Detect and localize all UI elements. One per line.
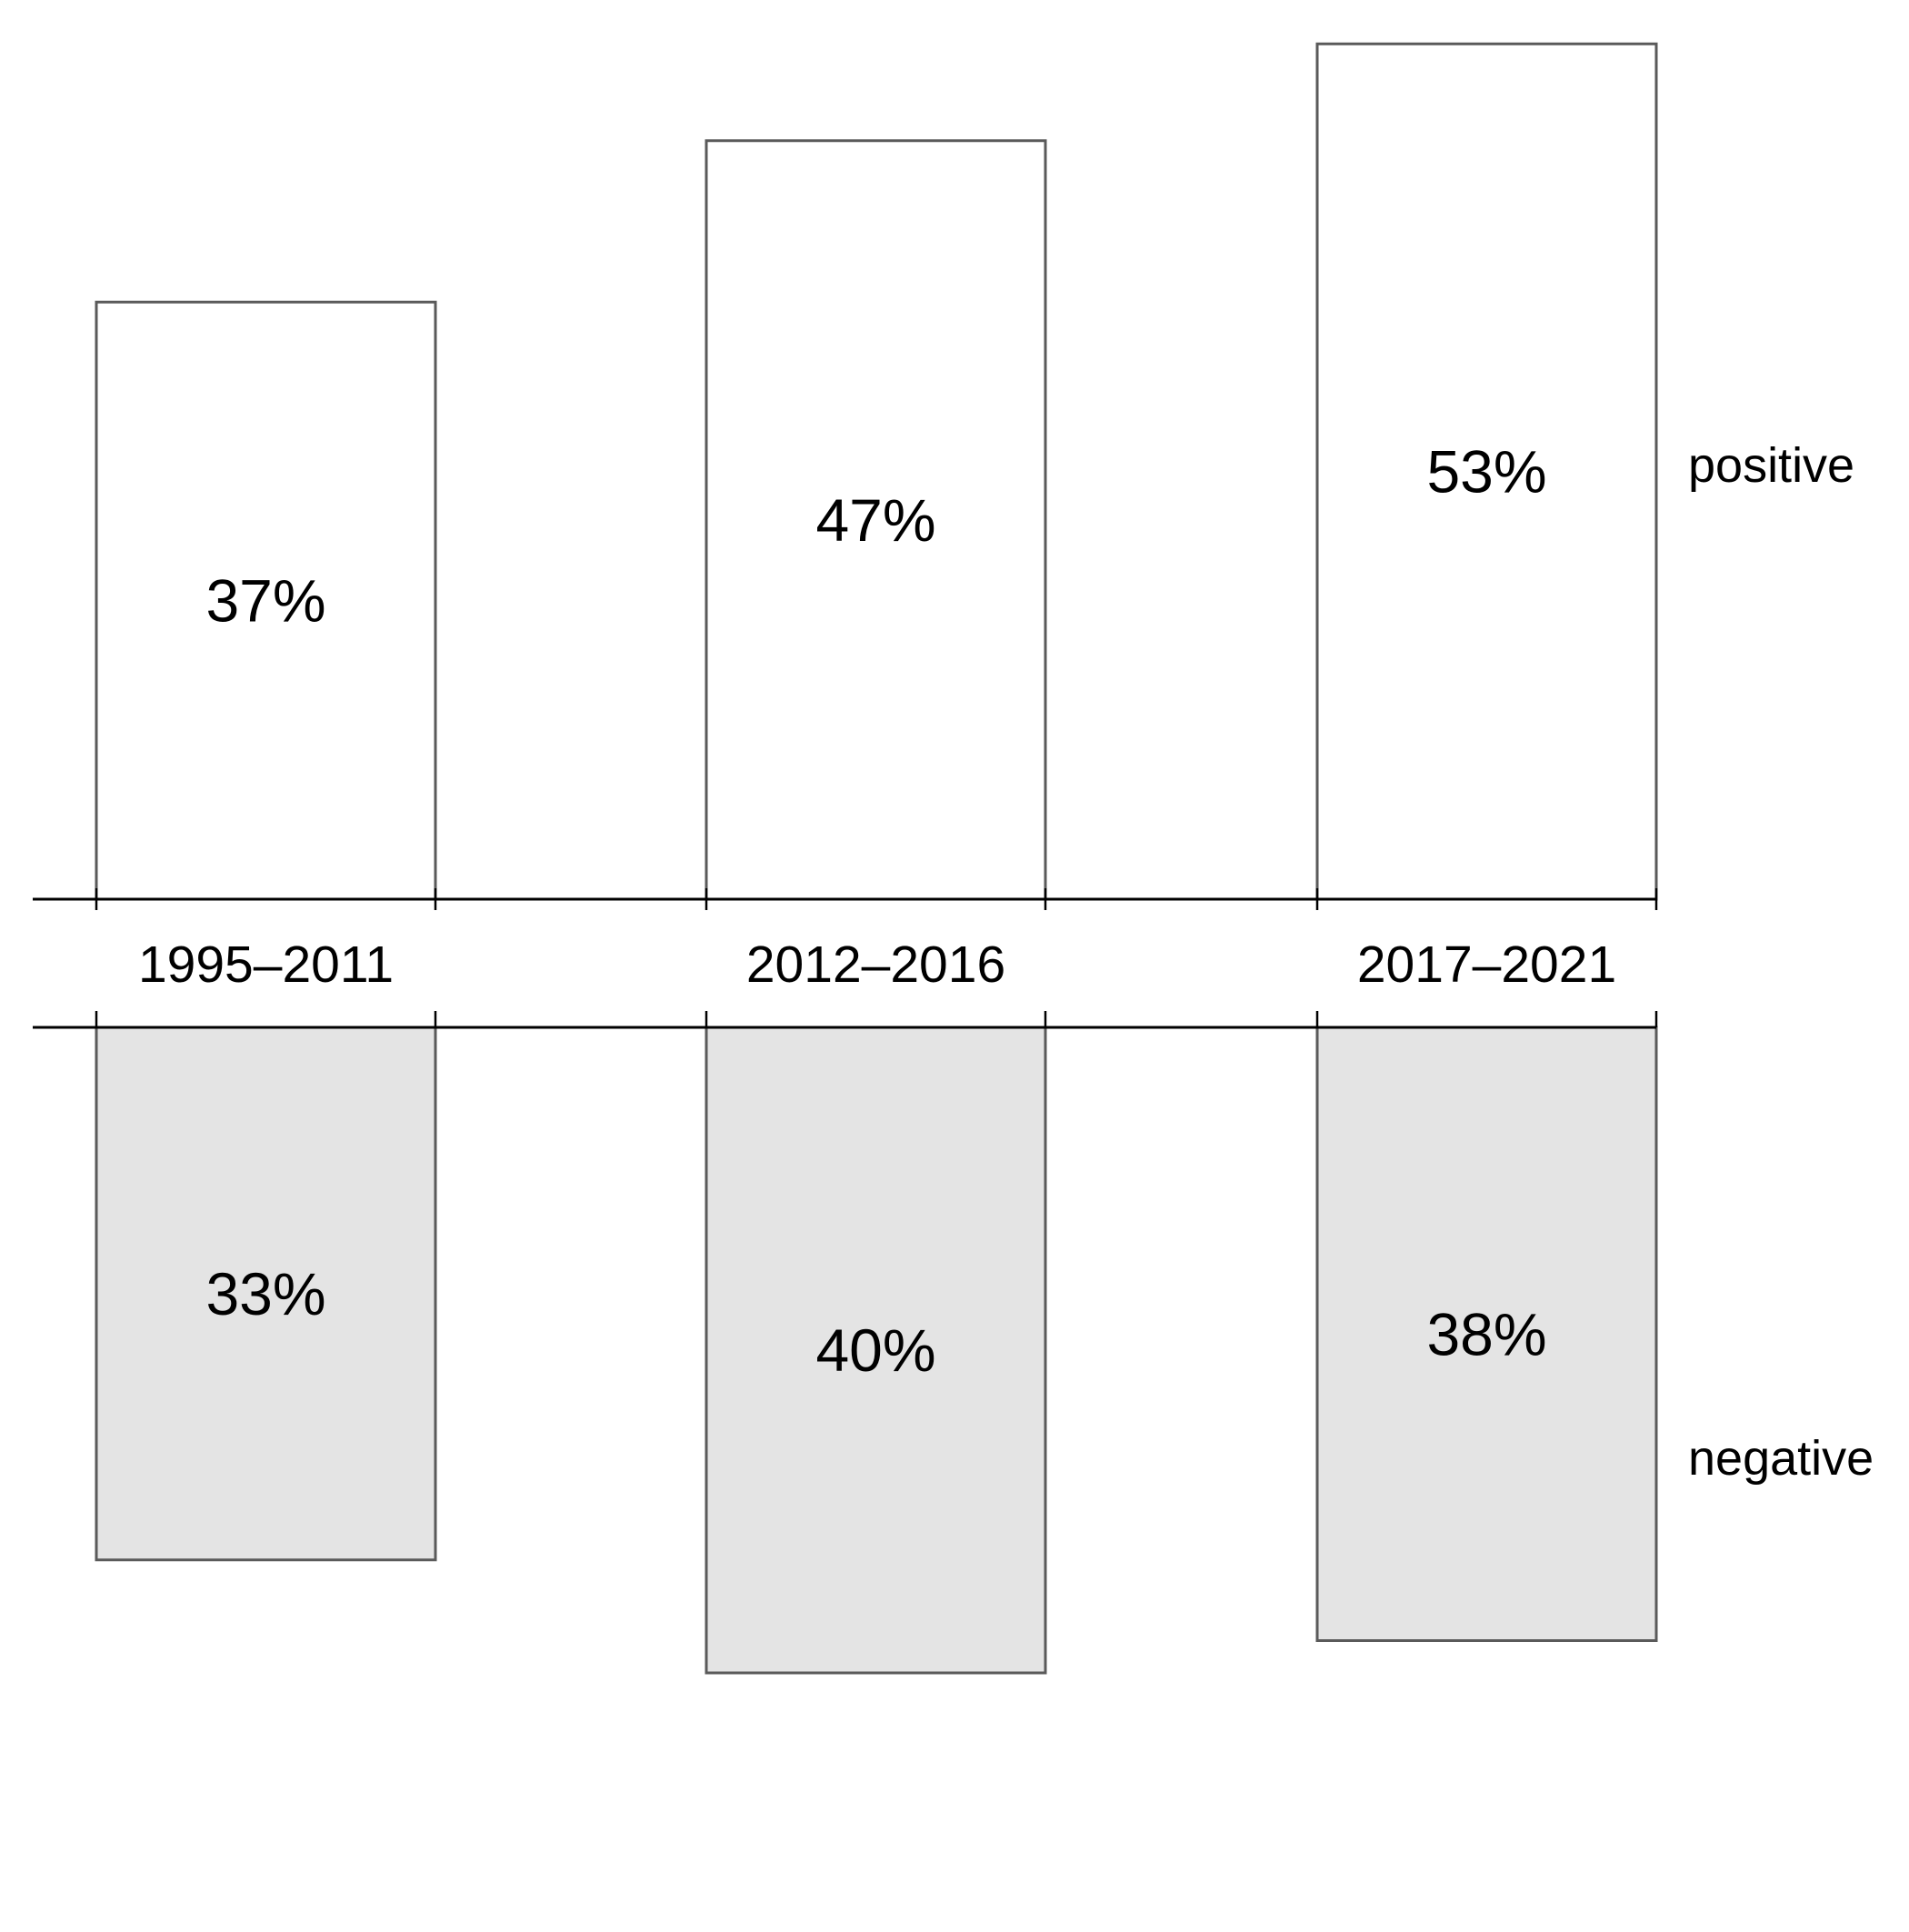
positive-bar: [95, 300, 437, 901]
negative-bar: [1315, 1026, 1658, 1642]
category-labels: 1995–2011 2012–2016 2017–2021: [138, 936, 1616, 994]
negative-value-label: 40%: [815, 1316, 935, 1384]
negative-value-label: 38%: [1426, 1300, 1546, 1367]
positive-series-label: positive: [1688, 438, 1854, 493]
value-labels: 37% 33% 47% 40% 53% 38%: [205, 438, 1546, 1384]
negative-series-label: negative: [1688, 1431, 1874, 1486]
positive-value-label: 47%: [815, 486, 935, 554]
axis-ticks: [95, 888, 1658, 1027]
positive-bars: [95, 42, 1658, 901]
negative-bars: [95, 1026, 1658, 1675]
negative-value-label: 33%: [205, 1260, 325, 1327]
positive-value-label: 37%: [205, 567, 325, 635]
positive-bar: [1315, 42, 1658, 901]
category-label: 2012–2016: [746, 936, 1005, 994]
category-label: 2017–2021: [1357, 936, 1616, 994]
positive-bar: [705, 139, 1047, 901]
negative-bar: [705, 1026, 1047, 1675]
positive-value-label: 53%: [1426, 438, 1546, 506]
negative-bar: [95, 1026, 437, 1562]
category-label: 1995–2011: [138, 936, 394, 994]
